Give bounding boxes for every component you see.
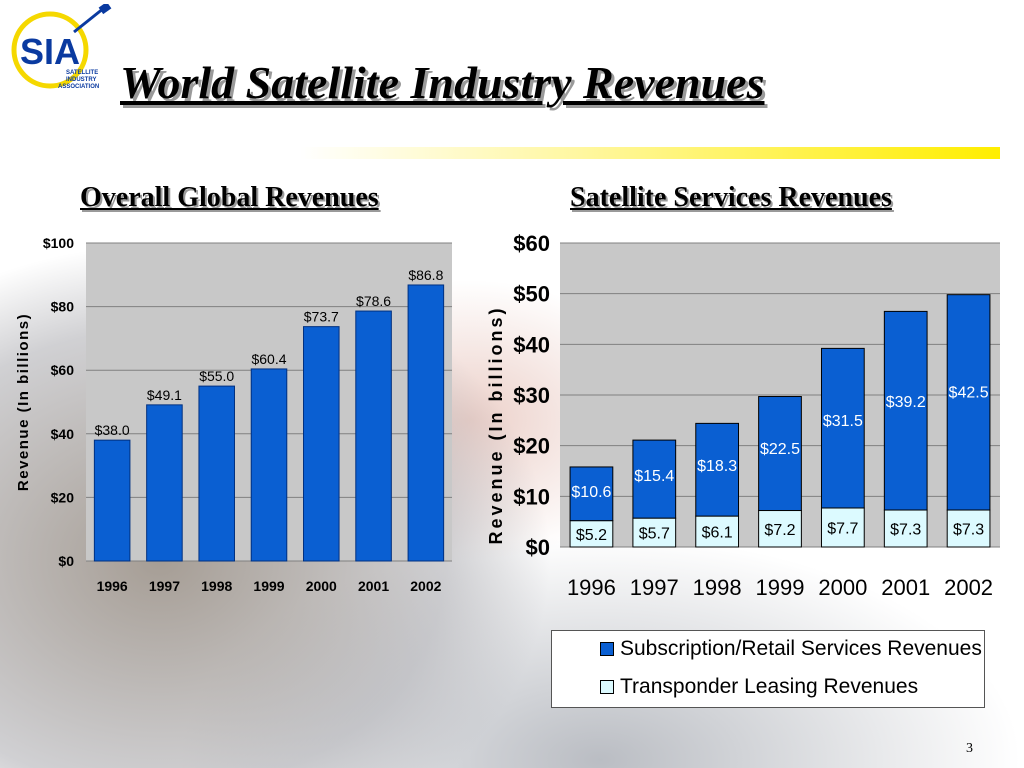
bar (250, 368, 288, 562)
y-tick-label: $20 (513, 434, 550, 459)
y-tick-label: $40 (51, 426, 75, 442)
y-tick-label: $20 (51, 489, 75, 505)
x-tick-label: 1997 (630, 575, 679, 600)
x-tick-label: 1996 (97, 578, 128, 594)
x-tick-label: 2002 (410, 578, 441, 594)
x-tick-label: 1999 (756, 575, 805, 600)
bar-value-label: $86.8 (408, 267, 443, 283)
subscription-value-label: $42.5 (949, 385, 989, 402)
x-tick-label: 1996 (567, 575, 616, 600)
y-tick-label: $30 (513, 383, 550, 408)
transponder-value-label: $7.7 (827, 520, 858, 537)
bar (407, 284, 445, 562)
transponder-value-label: $7.2 (764, 522, 795, 539)
y-axis-label: Revenue (In billions) (15, 313, 32, 491)
legend-swatch-transponder (600, 680, 614, 694)
y-tick-label: $40 (513, 332, 550, 357)
overall-global-revenues-chart: $0 $20 $40 $60 $80 $100 $38.0 1996 $49.1 1997 $55.… (15, 235, 452, 594)
y-tick-label: $0 (526, 535, 550, 560)
svg-text:INDUSTRY: INDUSTRY (66, 77, 96, 83)
legend-item-transponder: Transponder Leasing Revenues (600, 675, 918, 699)
transponder-value-label: $7.3 (953, 522, 984, 539)
bar-value-label: $38.0 (95, 422, 130, 438)
subscription-bar-segment (946, 294, 991, 511)
x-tick-label: 2002 (944, 575, 993, 600)
svg-text:ASSOCIATION: ASSOCIATION (58, 84, 99, 90)
svg-text:SATELLITE: SATELLITE (66, 70, 98, 76)
bar (355, 310, 392, 562)
subscription-value-label: $18.3 (697, 458, 737, 475)
transponder-bar-segment (632, 517, 677, 548)
legend-item-subscription: Subscription/Retail Services Revenues (600, 637, 982, 661)
slide-title: World Satellite Industry Revenues (120, 57, 765, 108)
bar-value-label: $60.4 (251, 351, 286, 367)
x-tick-label: 2001 (358, 578, 389, 594)
subscription-bar-segment (569, 466, 614, 522)
legend-swatch-subscription (600, 642, 614, 656)
services-revenues-heading: Satellite Services Revenues (570, 182, 892, 213)
x-tick-label: 2000 (818, 575, 867, 600)
x-tick-label: 1998 (693, 575, 742, 600)
subscription-value-label: $39.2 (886, 394, 926, 411)
subscription-bar-segment (695, 422, 740, 517)
title-accent-bar (300, 147, 1000, 159)
bar (303, 326, 340, 562)
y-tick-label: $60 (513, 231, 550, 256)
y-tick-label: $100 (43, 235, 74, 251)
legend-label-subscription: Subscription/Retail Services Revenues (620, 637, 982, 660)
x-tick-label: 1999 (253, 578, 284, 594)
bar (146, 404, 183, 562)
subscription-value-label: $10.6 (571, 484, 611, 501)
transponder-value-label: $5.2 (576, 527, 607, 544)
y-axis-label: Revenue (In billions) (486, 305, 506, 544)
satellite-services-revenues-chart: $0 $10 $20 $30 $40 $50 $60 $5.2 $10.6 1996 $5.7 $15… (486, 231, 1000, 600)
bar-value-label: $73.7 (304, 309, 339, 325)
x-tick-label: 1998 (201, 578, 232, 594)
transponder-value-label: $5.7 (639, 526, 670, 543)
bar-value-label: $49.1 (147, 387, 182, 403)
transponder-bar-segment (758, 510, 802, 548)
services-chart-legend: Subscription/Retail Services Revenues Tr… (551, 630, 985, 708)
svg-text:SIA: SIA (20, 31, 80, 72)
subscription-value-label: $15.4 (634, 468, 674, 485)
y-tick-label: $0 (58, 553, 74, 569)
transponder-bar-segment (946, 509, 991, 548)
transponder-bar-segment (820, 507, 865, 548)
x-tick-label: 2001 (881, 575, 930, 600)
subscription-bar-segment (883, 310, 928, 511)
sia-logo: SIA SATELLITE INDUSTRY ASSOCIATION (11, 4, 112, 90)
y-tick-label: $10 (513, 484, 550, 509)
bar (198, 385, 235, 562)
subscription-bar-segment (758, 396, 802, 512)
transponder-value-label: $6.1 (702, 525, 733, 542)
subscription-value-label: $31.5 (823, 413, 863, 430)
bar (93, 439, 131, 562)
x-tick-label: 2000 (306, 578, 337, 594)
y-tick-label: $80 (51, 299, 75, 315)
subscription-bar-segment (632, 439, 677, 519)
legend-label-transponder: Transponder Leasing Revenues (620, 675, 919, 698)
bar-value-label: $78.6 (356, 293, 391, 309)
subscription-bar-segment (820, 347, 865, 509)
y-tick-label: $50 (513, 282, 550, 307)
y-tick-label: $60 (51, 362, 75, 378)
x-tick-label: 1997 (149, 578, 180, 594)
transponder-bar-segment (883, 509, 928, 548)
page-number: 3 (966, 741, 973, 756)
transponder-value-label: $7.3 (890, 522, 921, 539)
transponder-bar-segment (569, 520, 614, 548)
subscription-value-label: $22.5 (760, 441, 800, 458)
bar-value-label: $55.0 (199, 368, 234, 384)
overall-revenues-heading: Overall Global Revenues (80, 182, 379, 213)
transponder-bar-segment (695, 515, 740, 548)
